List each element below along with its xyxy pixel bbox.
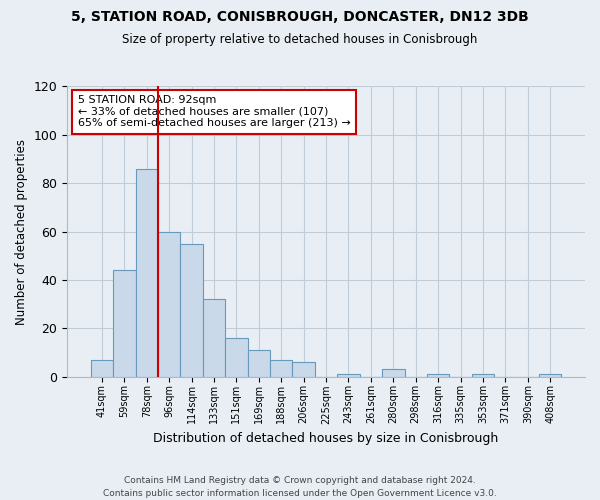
Bar: [539, 374, 562, 376]
Bar: [292, 362, 315, 376]
Bar: [337, 374, 360, 376]
Bar: [472, 374, 494, 376]
Text: Contains HM Land Registry data © Crown copyright and database right 2024.
Contai: Contains HM Land Registry data © Crown c…: [103, 476, 497, 498]
Text: 5 STATION ROAD: 92sqm
← 33% of detached houses are smaller (107)
65% of semi-det: 5 STATION ROAD: 92sqm ← 33% of detached …: [77, 95, 350, 128]
Bar: [225, 338, 248, 376]
Text: 5, STATION ROAD, CONISBROUGH, DONCASTER, DN12 3DB: 5, STATION ROAD, CONISBROUGH, DONCASTER,…: [71, 10, 529, 24]
Bar: [181, 244, 203, 376]
X-axis label: Distribution of detached houses by size in Conisbrough: Distribution of detached houses by size …: [154, 432, 499, 445]
Y-axis label: Number of detached properties: Number of detached properties: [15, 138, 28, 324]
Bar: [113, 270, 136, 376]
Bar: [427, 374, 449, 376]
Bar: [91, 360, 113, 376]
Bar: [270, 360, 292, 376]
Bar: [248, 350, 270, 376]
Bar: [203, 299, 225, 376]
Bar: [382, 370, 404, 376]
Bar: [136, 168, 158, 376]
Text: Size of property relative to detached houses in Conisbrough: Size of property relative to detached ho…: [122, 32, 478, 46]
Bar: [158, 232, 181, 376]
